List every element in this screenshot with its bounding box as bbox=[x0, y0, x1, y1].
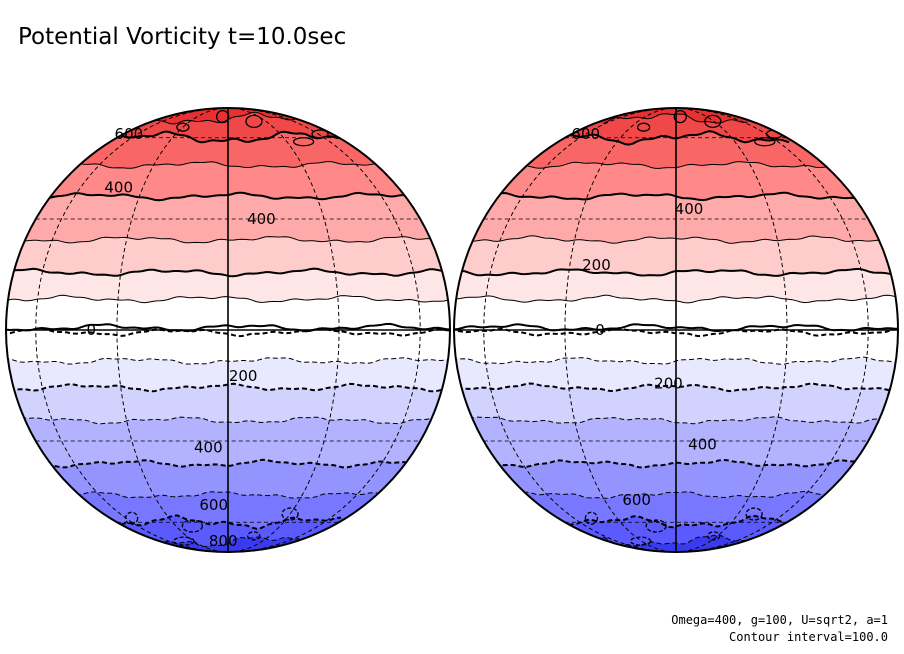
contour-label: 800 bbox=[209, 532, 238, 550]
contour-eddy bbox=[292, 137, 315, 147]
contour-eddy bbox=[636, 122, 651, 132]
contour-label: 600 bbox=[622, 491, 651, 509]
contour-line-negative bbox=[454, 327, 898, 338]
contour-label: 400 bbox=[194, 439, 223, 457]
contour-line-positive bbox=[494, 191, 855, 202]
contour-label: 400 bbox=[688, 435, 717, 453]
contour-line-positive bbox=[454, 323, 898, 333]
contour-label: 0 bbox=[595, 321, 605, 339]
contour-eddy bbox=[173, 536, 195, 546]
parameters-caption: Omega=400, g=100, U=sqrt2, a=1 Contour i… bbox=[671, 612, 888, 646]
contour-line-positive bbox=[112, 130, 342, 144]
contour-eddy bbox=[707, 531, 721, 541]
contour-label: 600 bbox=[199, 496, 228, 514]
contour-label: 400 bbox=[675, 200, 704, 218]
contour-line-positive bbox=[46, 191, 407, 202]
contour-eddy bbox=[281, 507, 299, 521]
parameters-line: Omega=400, g=100, U=sqrt2, a=1 bbox=[671, 613, 888, 627]
contour-label: 200 bbox=[582, 256, 611, 274]
contour-line-negative bbox=[454, 356, 897, 365]
globe-outline bbox=[453, 107, 899, 553]
contour-eddy bbox=[704, 114, 722, 129]
contour-label: 400 bbox=[104, 178, 133, 196]
contour-eddy bbox=[630, 536, 652, 546]
contour-interval-line: Contour interval=100.0 bbox=[729, 630, 888, 644]
contour-label: 600 bbox=[571, 125, 600, 143]
contour-label: 600 bbox=[115, 125, 144, 143]
contour-label: 200 bbox=[229, 367, 258, 385]
contour-line-negative bbox=[6, 327, 450, 338]
contour-line-positive bbox=[560, 130, 790, 146]
contour-label: 200 bbox=[654, 375, 683, 393]
contour-eddy bbox=[181, 519, 204, 533]
contour-line-positive bbox=[6, 322, 450, 333]
contour-label: 400 bbox=[247, 210, 276, 228]
contour-line-negative bbox=[46, 458, 407, 469]
contour-eddy bbox=[745, 507, 763, 521]
contour-line-positive bbox=[454, 294, 897, 304]
contour-line-negative bbox=[494, 458, 855, 469]
globe-left: 600 400 400 0 200 400 600 800 bbox=[5, 107, 451, 553]
contour-line-negative bbox=[6, 357, 449, 365]
chart-title: Potential Vorticity t=10.0sec bbox=[18, 24, 347, 50]
contour-eddy bbox=[247, 531, 261, 541]
contour-eddy bbox=[645, 519, 667, 533]
contour-eddy bbox=[245, 114, 263, 129]
contour-line-positive bbox=[6, 294, 449, 304]
contour-eddy bbox=[584, 511, 599, 525]
contour-label: 0 bbox=[87, 321, 97, 339]
contour-eddy bbox=[673, 109, 687, 124]
globe-right: 600 400 200 0 200 400 600 bbox=[453, 107, 899, 553]
globe-outline bbox=[5, 107, 451, 553]
contour-eddy bbox=[176, 122, 190, 132]
